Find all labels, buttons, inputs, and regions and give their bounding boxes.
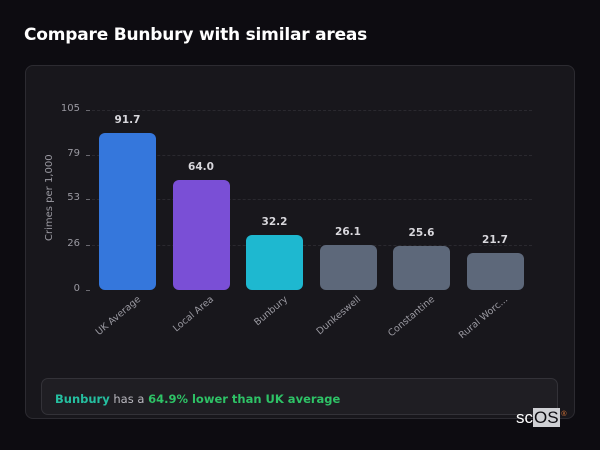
summary-box: Bunbury has a 64.9% lower than UK averag… <box>41 378 558 415</box>
chart-card <box>25 65 575 419</box>
scos-logo: scOS ® <box>516 408 567 427</box>
summary-area-name: Bunbury <box>55 392 110 406</box>
summary-text: Bunbury has a 64.9% lower than UK averag… <box>55 392 340 406</box>
summary-connector: has a <box>109 392 149 406</box>
logo-sc: sc <box>516 408 533 427</box>
registered-mark-icon: ® <box>561 411 567 418</box>
logo-os: OS <box>533 408 560 427</box>
summary-difference: 64.9% lower than UK average <box>148 392 341 406</box>
page-title: Compare Bunbury with similar areas <box>24 25 368 45</box>
